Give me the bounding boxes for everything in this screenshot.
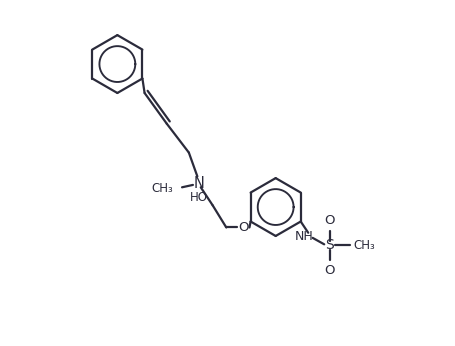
Text: S: S bbox=[324, 238, 334, 252]
Text: N: N bbox=[193, 176, 204, 191]
Text: CH₃: CH₃ bbox=[353, 239, 374, 252]
Text: O: O bbox=[238, 221, 248, 234]
Text: CH₃: CH₃ bbox=[152, 182, 173, 195]
Text: O: O bbox=[324, 264, 334, 277]
Text: O: O bbox=[324, 213, 334, 227]
Text: HO: HO bbox=[189, 191, 207, 204]
Text: NH: NH bbox=[294, 230, 313, 243]
